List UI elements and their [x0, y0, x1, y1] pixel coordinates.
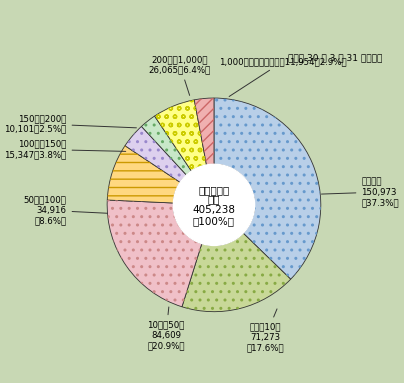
- Wedge shape: [125, 126, 186, 182]
- Text: ５倍～10倍
71,273
（17.6%）: ５倍～10倍 71,273 （17.6%）: [246, 309, 284, 352]
- Text: 10倍～50倍
84,609
（20.9%）: 10倍～50倍 84,609 （20.9%）: [147, 307, 185, 350]
- Wedge shape: [141, 116, 191, 175]
- Wedge shape: [107, 146, 180, 203]
- Text: 危険物施設: 危険物施設: [198, 185, 229, 195]
- Text: 1,000倍を超えるもの、11,954（2.9%）: 1,000倍を超えるもの、11,954（2.9%）: [219, 57, 347, 97]
- Wedge shape: [214, 98, 321, 279]
- Text: ５倍以下
150,973
（37.3%）: ５倍以下 150,973 （37.3%）: [322, 177, 399, 207]
- Text: 50倍～100倍
34,916
（8.6%）: 50倍～100倍 34,916 （8.6%）: [24, 195, 107, 225]
- Text: 100倍～150倍
15,347（3.8%）: 100倍～150倍 15,347（3.8%）: [4, 139, 126, 159]
- Text: （平成 30 年 3 月 31 日現在）: （平成 30 年 3 月 31 日現在）: [288, 53, 383, 62]
- Text: 200倍～1,000倍
26,065（6.4%）: 200倍～1,000倍 26,065（6.4%）: [149, 55, 211, 95]
- Text: 405,238: 405,238: [192, 205, 236, 215]
- Text: 総数: 総数: [208, 195, 220, 205]
- Wedge shape: [155, 100, 206, 171]
- Wedge shape: [182, 233, 290, 312]
- Wedge shape: [194, 98, 214, 165]
- Wedge shape: [107, 200, 202, 307]
- Text: 150倍～200倍
10,101（2.5%）: 150倍～200倍 10,101（2.5%）: [4, 114, 137, 133]
- Circle shape: [173, 164, 255, 246]
- Text: （100%）: （100%）: [193, 216, 235, 226]
